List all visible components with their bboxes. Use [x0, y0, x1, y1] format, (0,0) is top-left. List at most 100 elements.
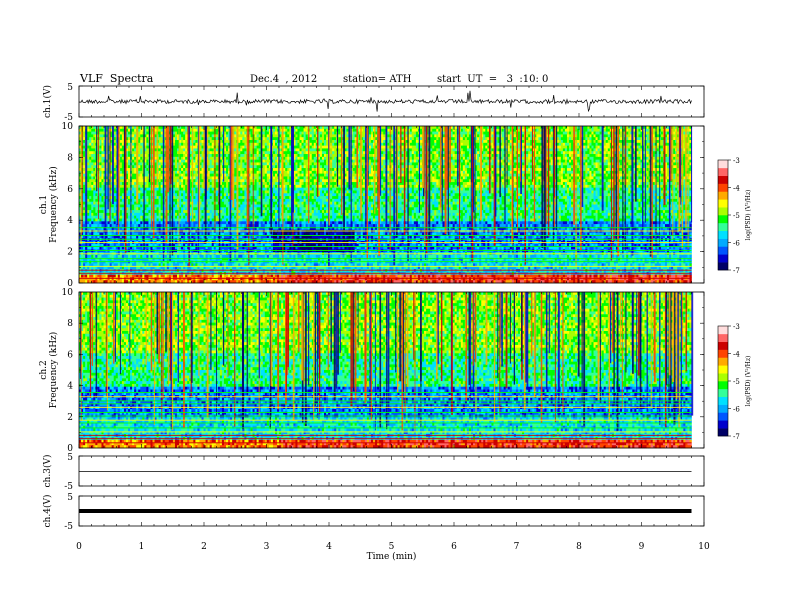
spectrogram-cell — [585, 148, 587, 151]
spectrogram-cell — [661, 132, 663, 135]
spectrogram-cell — [234, 143, 236, 146]
spectrogram-cell — [628, 132, 630, 135]
spectrogram-cell — [173, 168, 175, 171]
spectrogram-cell — [134, 126, 136, 129]
spectrogram-cell — [244, 126, 246, 129]
spectrogram-cell — [491, 157, 493, 160]
spectrogram-cell — [526, 162, 528, 165]
spectrogram-cell — [101, 160, 103, 163]
spectrogram-cell — [101, 126, 103, 129]
spectrogram-cell — [620, 134, 622, 137]
spectrogram-cell — [138, 165, 140, 168]
spectrogram-cell — [434, 134, 436, 137]
spectrogram-cell — [275, 143, 277, 146]
spectrogram-cell — [551, 168, 553, 171]
spectrogram-cell — [620, 140, 622, 143]
spectrogram-cell — [585, 162, 587, 165]
spectrogram-cell — [371, 154, 373, 157]
spectrogram-cell — [210, 157, 212, 160]
spectrogram-cell — [159, 165, 161, 168]
spectrogram-cell — [181, 137, 183, 140]
spectrogram-cell — [226, 134, 228, 137]
spectrogram-cell — [302, 162, 304, 165]
spectrogram-cell — [114, 140, 116, 143]
spectrogram-cell — [608, 160, 610, 163]
spectrogram-cell — [240, 129, 242, 132]
spectrogram-cell — [334, 168, 336, 171]
spectrogram-cell — [563, 132, 565, 135]
spectrogram-cell — [465, 165, 467, 168]
spectrogram-cell — [251, 129, 253, 132]
spectrogram-cell — [398, 165, 400, 168]
spectrogram-cell — [620, 168, 622, 171]
spectrogram-cell — [300, 157, 302, 160]
spectrogram-cell — [122, 146, 124, 149]
spectrogram-cell — [383, 143, 385, 146]
spectrogram-cell — [234, 171, 236, 174]
spectrogram-cell — [420, 126, 422, 129]
spectrogram-cell — [302, 165, 304, 168]
spectrogram-cell — [251, 134, 253, 137]
spectrogram-cell — [320, 162, 322, 165]
spectrogram-cell — [381, 137, 383, 140]
spectrogram-cell — [122, 148, 124, 151]
spectrogram-cell — [653, 137, 655, 140]
spectrogram-cell — [638, 168, 640, 171]
spectrogram-cell — [571, 140, 573, 143]
spectrogram-cell — [598, 126, 600, 129]
spectrogram-cell — [320, 148, 322, 151]
spectrogram-cell — [369, 157, 371, 160]
spectrogram-cell — [502, 140, 504, 143]
spectrogram-cell — [334, 129, 336, 132]
spectrogram-cell — [185, 154, 187, 157]
spectrogram-cell — [238, 134, 240, 137]
spectrogram-cell — [265, 132, 267, 135]
spectrogram-cell — [414, 151, 416, 154]
spectrogram-cell — [183, 129, 185, 132]
spectrogram-cell — [491, 140, 493, 143]
spectrogram-cell — [647, 157, 649, 160]
spectrogram-cell — [146, 148, 148, 151]
spectrogram-cell — [185, 126, 187, 129]
spectrogram-cell — [522, 168, 524, 171]
spectrogram-cell — [596, 151, 598, 154]
spectrogram-cell — [528, 148, 530, 151]
spectrogram-cell — [436, 143, 438, 146]
spectrogram-cell — [181, 165, 183, 168]
spectrogram-cell — [430, 162, 432, 165]
spectrogram-cell — [267, 129, 269, 132]
spectrogram-cell — [453, 157, 455, 160]
spectrogram-cell — [267, 160, 269, 163]
spectrogram-cell — [412, 154, 414, 157]
spectrogram-cell — [371, 143, 373, 146]
spectrogram-cell — [536, 162, 538, 165]
spectrogram-cell — [210, 151, 212, 154]
spectrogram-cell — [559, 143, 561, 146]
spectrogram-cell — [412, 157, 414, 160]
spectrogram-cell — [195, 146, 197, 149]
spectrogram-cell — [585, 168, 587, 171]
spectrogram-cell — [132, 140, 134, 143]
spectrogram-cell — [589, 160, 591, 163]
spectrogram-cell — [324, 168, 326, 171]
spectrogram-cell — [93, 134, 95, 137]
spectrogram-cell — [146, 126, 148, 129]
spectrogram-cell — [267, 134, 269, 137]
spectrogram-cell — [275, 126, 277, 129]
spectrogram-cell — [91, 146, 93, 149]
spectrogram-cell — [195, 151, 197, 154]
spectrogram-cell — [334, 143, 336, 146]
spectrogram-cell — [638, 157, 640, 160]
spectrogram-cell — [491, 168, 493, 171]
spectrogram-cell — [477, 146, 479, 149]
spectrogram-cell — [491, 134, 493, 137]
spectrogram-cell — [216, 151, 218, 154]
spectrogram-cell — [465, 160, 467, 163]
spectrogram-cell — [210, 162, 212, 165]
spectrogram-cell — [432, 157, 434, 160]
spectrogram-cell — [528, 165, 530, 168]
spectrogram-cell — [402, 162, 404, 165]
spectrogram-cell — [461, 151, 463, 154]
spectrogram-cell — [383, 162, 385, 165]
spectrogram-cell — [606, 160, 608, 163]
